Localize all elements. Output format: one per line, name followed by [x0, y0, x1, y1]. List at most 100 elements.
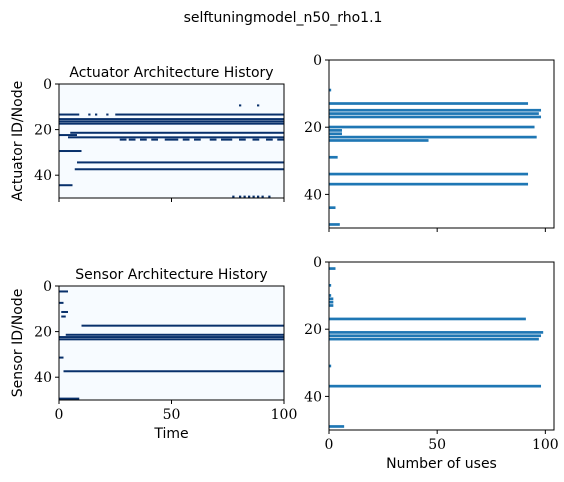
sensor-history-panel: 0 50 100 0 20 40 Sensor Architecture History Ti… [10, 267, 297, 442]
heatmap-active-cell [63, 370, 284, 373]
x-tick-label: 0 [55, 407, 64, 423]
heatmap-active-cell [59, 356, 64, 359]
usage-bar [329, 317, 526, 321]
heatmap-active-cell [239, 195, 242, 198]
heatmap-active-cell [59, 118, 284, 121]
y-tick-label: 20 [34, 123, 52, 139]
heatmap-active-cell [257, 104, 260, 107]
y-axis-label: Actuator ID/Node [10, 81, 26, 201]
heatmap-active-cell [77, 136, 284, 139]
y-tick-label: 40 [304, 187, 322, 203]
heatmap-active-cell [59, 122, 284, 125]
heatmap-background [59, 84, 284, 198]
heatmap-active-cell [81, 324, 284, 327]
heatmap-background [59, 286, 284, 400]
usage-bar [329, 294, 332, 297]
usage-bar [329, 172, 529, 176]
usage-bar [329, 334, 542, 338]
heatmap-active-cell [61, 315, 66, 318]
usage-bar [329, 155, 338, 159]
usage-bar [329, 304, 334, 307]
sensor-usage-panel: 0 50 100 0 20 40 Number of uses [304, 255, 559, 472]
heatmap-active-cell [221, 138, 233, 141]
heatmap-active-cell [95, 113, 98, 116]
usage-bar [329, 331, 544, 334]
usage-bar [329, 132, 342, 136]
axes-frame [328, 59, 555, 229]
usage-bar [329, 129, 342, 132]
usage-bar [329, 135, 537, 139]
heatmap-active-cell [164, 138, 179, 141]
usage-bar [329, 284, 332, 287]
usage-bar [329, 139, 429, 142]
y-tick-label: 20 [304, 120, 322, 136]
y-axis-label: Sensor ID/Node [10, 289, 26, 398]
heatmap-active-cell [239, 138, 246, 141]
usage-bar [329, 115, 542, 119]
axes-title: Sensor Architecture History [75, 267, 267, 283]
heatmap-active-cell [115, 113, 284, 116]
heatmap-active-cell [59, 150, 82, 153]
heatmap-active-cell [261, 195, 264, 198]
y-tick-label: 40 [304, 389, 322, 405]
y-tick-label: 0 [43, 77, 52, 93]
heatmap-active-cell [65, 333, 284, 336]
usage-bar [329, 297, 334, 301]
x-tick-label: 50 [428, 437, 446, 453]
y-tick-label: 0 [313, 255, 322, 271]
heatmap-active-cell [252, 138, 260, 141]
heatmap-active-cell [194, 138, 201, 141]
usage-bar [329, 267, 336, 270]
heatmap-active-cell [248, 195, 251, 198]
heatmap-active-cell [209, 138, 217, 141]
heatmap-active-cell [59, 113, 80, 116]
axes-frame [328, 261, 555, 431]
x-tick-label: 50 [163, 407, 181, 423]
usage-bar [329, 102, 529, 105]
heatmap-active-cell [239, 104, 242, 107]
heatmap-active-cell [59, 397, 80, 400]
heatmap-active-cell [151, 138, 158, 141]
heatmap-active-cell [61, 310, 68, 313]
heatmap-active-cell [232, 195, 235, 198]
figure-title: selftuningmodel_n50_rho1.1 [184, 10, 383, 26]
heatmap-active-cell [119, 138, 127, 141]
heatmap-active-cell [88, 113, 91, 116]
y-tick-label: 20 [34, 325, 52, 341]
usage-bar [329, 88, 332, 92]
x-axis-label: Number of uses [386, 456, 497, 472]
usage-bar [329, 108, 542, 112]
heatmap-active-cell [266, 138, 273, 141]
usage-bar [329, 364, 332, 368]
heatmap-active-cell [257, 195, 260, 198]
x-axis-label: Time [153, 426, 188, 442]
usage-bar [329, 223, 340, 226]
usage-bar [329, 300, 334, 304]
heatmap-active-cell [59, 184, 73, 187]
heatmap-active-cell [68, 136, 77, 139]
heatmap-active-cell [243, 195, 246, 198]
heatmap-active-cell [59, 338, 284, 341]
usage-bar [329, 182, 529, 186]
usage-bar [329, 337, 539, 341]
axes-title: Actuator Architecture History [69, 65, 273, 81]
usage-bar [329, 125, 535, 129]
y-tick-label: 40 [34, 370, 52, 386]
x-tick-label: 0 [325, 437, 334, 453]
heatmap-active-cell [182, 138, 190, 141]
heatmap-active-cell [106, 113, 109, 116]
heatmap-active-cell [128, 138, 136, 141]
y-tick-label: 20 [304, 322, 322, 338]
heatmap-active-cell [268, 195, 271, 198]
x-tick-label: 100 [532, 437, 559, 453]
heatmap-active-cell [252, 195, 255, 198]
heatmap-active-cell [59, 134, 77, 137]
heatmap-active-cell [70, 131, 284, 134]
heatmap-active-cell [74, 168, 284, 171]
actuator-usage-panel: 0 20 40 [304, 53, 555, 232]
usage-bar [329, 206, 336, 210]
heatmap-active-cell [277, 138, 284, 141]
heatmap-active-cell [140, 138, 147, 141]
usage-bar [329, 384, 542, 388]
